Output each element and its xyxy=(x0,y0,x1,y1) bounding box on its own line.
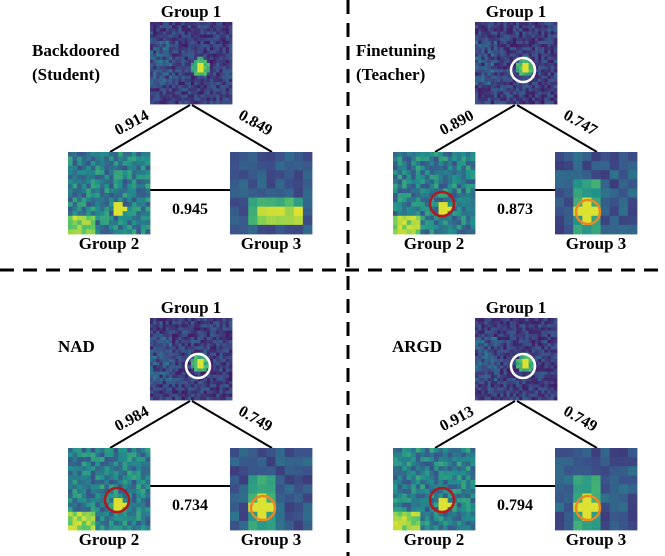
group-2-attention-map xyxy=(68,152,151,235)
group-3-attention-map xyxy=(230,448,313,531)
weight-g1-g2: 0.984 xyxy=(112,403,152,435)
trigger-highlight-circle xyxy=(428,486,456,514)
trigger-highlight-circle xyxy=(103,486,131,514)
group-2-label: Group 2 xyxy=(79,530,140,549)
group-3-attention-map xyxy=(230,152,313,235)
panel-1: Group 1 Group 2 Group 3 Backdoored (Student)… xyxy=(32,2,313,253)
trigger-highlight-circle xyxy=(574,494,602,522)
group-2-label: Group 2 xyxy=(404,234,465,253)
group-1-attention-map xyxy=(475,318,558,401)
group-2-label: Group 2 xyxy=(79,234,140,253)
trigger-highlight-circle xyxy=(428,190,456,218)
group-3-label: Group 3 xyxy=(566,530,627,549)
group-2-label: Group 2 xyxy=(404,530,465,549)
group-2-attention-map xyxy=(393,448,476,531)
trigger-highlight-circle xyxy=(249,494,277,522)
group-3-attention-map xyxy=(555,152,638,235)
trigger-highlight-circle xyxy=(574,198,602,226)
weight-g1-g2: 0.890 xyxy=(437,107,477,139)
weight-g1-g2: 0.914 xyxy=(112,107,152,139)
panel-title: (Teacher) xyxy=(356,65,425,84)
group-1-label: Group 1 xyxy=(486,298,547,317)
panel-title: (Student) xyxy=(32,65,100,84)
group-3-label: Group 3 xyxy=(241,530,302,549)
weight-g2-g3: 0.873 xyxy=(497,201,533,218)
group-1-label: Group 1 xyxy=(161,2,222,21)
edge-g1-g2 xyxy=(434,104,516,153)
group-1-attention-map xyxy=(150,318,233,401)
edge-g1-g2 xyxy=(434,400,516,449)
trigger-highlight-circle xyxy=(184,352,212,380)
weight-g1-g2: 0.913 xyxy=(437,403,477,435)
group-1-label: Group 1 xyxy=(161,298,222,317)
edge-g1-g2 xyxy=(109,104,191,153)
panel-2: Group 1 Group 2 Group 3 Finetuning (Teacher)… xyxy=(356,2,638,253)
trigger-highlight-circle xyxy=(509,56,537,84)
group-2-attention-map xyxy=(393,152,476,235)
group-3-label: Group 3 xyxy=(241,234,302,253)
group-3-label: Group 3 xyxy=(566,234,627,253)
weight-g2-g3: 0.945 xyxy=(172,201,208,218)
edge-g1-g3 xyxy=(191,104,273,153)
trigger-highlight-circle xyxy=(509,352,537,380)
group-1-attention-map xyxy=(150,22,233,105)
edge-g1-g2 xyxy=(109,400,191,449)
group-2-attention-map xyxy=(68,448,151,531)
panel-title: NAD xyxy=(58,337,95,356)
edge-g1-g3 xyxy=(191,400,273,449)
weight-g2-g3: 0.794 xyxy=(497,497,533,514)
weight-g2-g3: 0.734 xyxy=(172,497,208,514)
panel-title: ARGD xyxy=(392,337,442,356)
group-1-label: Group 1 xyxy=(486,2,547,21)
edge-g1-g3 xyxy=(516,400,598,449)
group-1-attention-map xyxy=(475,22,558,105)
panel-title: Finetuning xyxy=(356,41,436,60)
panel-title: Backdoored xyxy=(32,41,120,60)
edge-g1-g3 xyxy=(516,104,598,153)
